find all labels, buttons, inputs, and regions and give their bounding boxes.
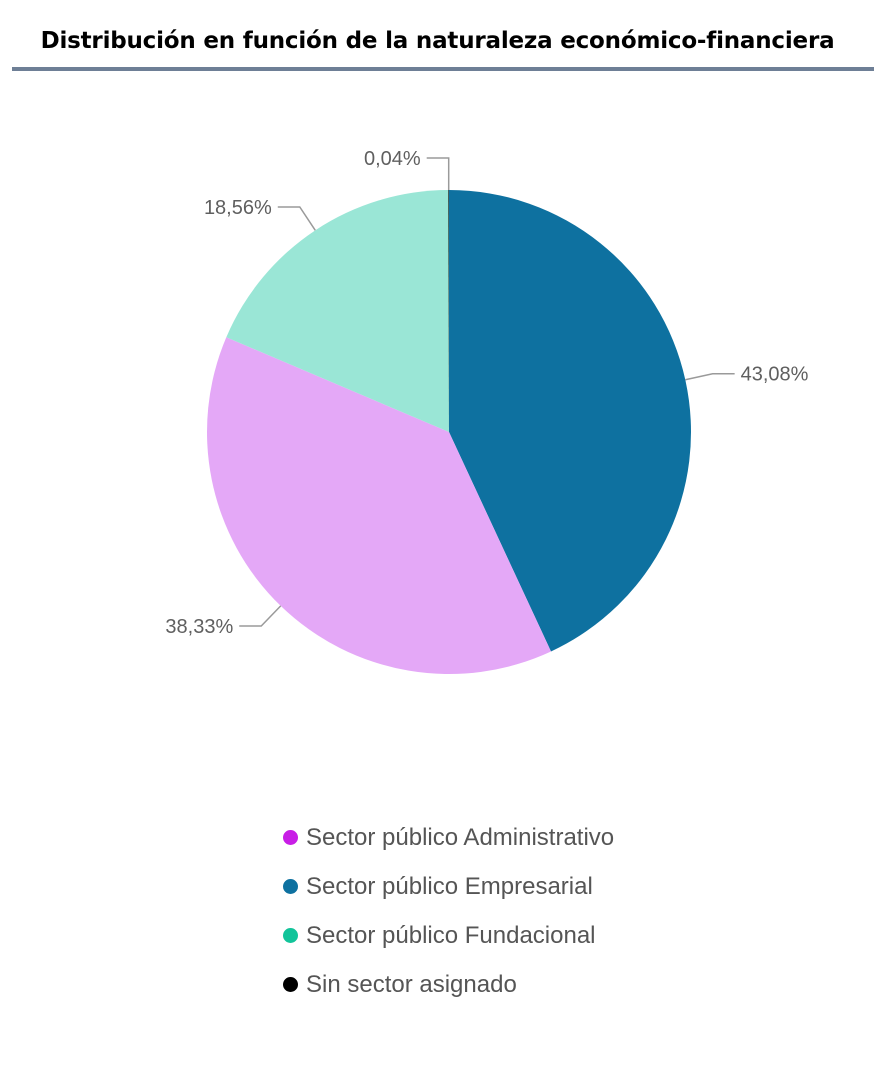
slice-label-0: 43,08% bbox=[741, 364, 809, 386]
slice-label-3: 0,04% bbox=[364, 148, 421, 170]
leader-line-0 bbox=[685, 372, 735, 381]
slice-label-1: 38,33% bbox=[165, 616, 233, 638]
pie-slice-2[interactable] bbox=[226, 190, 449, 432]
pie-slices bbox=[206, 190, 691, 674]
legend: Sector público Administrativo Sector púb… bbox=[283, 813, 614, 1009]
pie-slice-1[interactable] bbox=[206, 337, 551, 674]
leader-lines bbox=[239, 157, 735, 627]
chart-title: Distribución en función de la naturaleza… bbox=[40, 28, 835, 54]
legend-item-sin-sector[interactable]: Sin sector asignado bbox=[283, 960, 614, 1009]
legend-item-administrativo[interactable]: Sector público Administrativo bbox=[283, 813, 614, 862]
slice-labels: 43,08% 38,33% 18,56% 0,04% bbox=[165, 148, 808, 638]
title-underline bbox=[12, 67, 874, 71]
legend-item-fundacional[interactable]: Sector público Fundacional bbox=[283, 911, 614, 960]
pie-slice-3[interactable] bbox=[448, 190, 449, 432]
legend-item-empresarial[interactable]: Sector público Empresarial bbox=[283, 862, 614, 911]
legend-label: Sector público Fundacional bbox=[306, 921, 596, 949]
legend-dot-icon bbox=[283, 977, 298, 992]
legend-dot-icon bbox=[283, 928, 298, 943]
leader-line-3 bbox=[426, 157, 450, 191]
pie-chart: 43,08% 38,33% 18,56% 0,04% bbox=[165, 148, 809, 674]
legend-label: Sin sector asignado bbox=[306, 970, 517, 998]
legend-dot-icon bbox=[283, 879, 298, 894]
slice-label-2: 18,56% bbox=[204, 197, 272, 219]
leader-line-2 bbox=[277, 206, 316, 231]
legend-label: Sector público Empresarial bbox=[306, 872, 593, 900]
leader-line-1 bbox=[239, 605, 282, 627]
pie-slice-0[interactable] bbox=[449, 190, 691, 652]
legend-label: Sector público Administrativo bbox=[306, 823, 615, 851]
legend-dot-icon bbox=[283, 830, 298, 845]
